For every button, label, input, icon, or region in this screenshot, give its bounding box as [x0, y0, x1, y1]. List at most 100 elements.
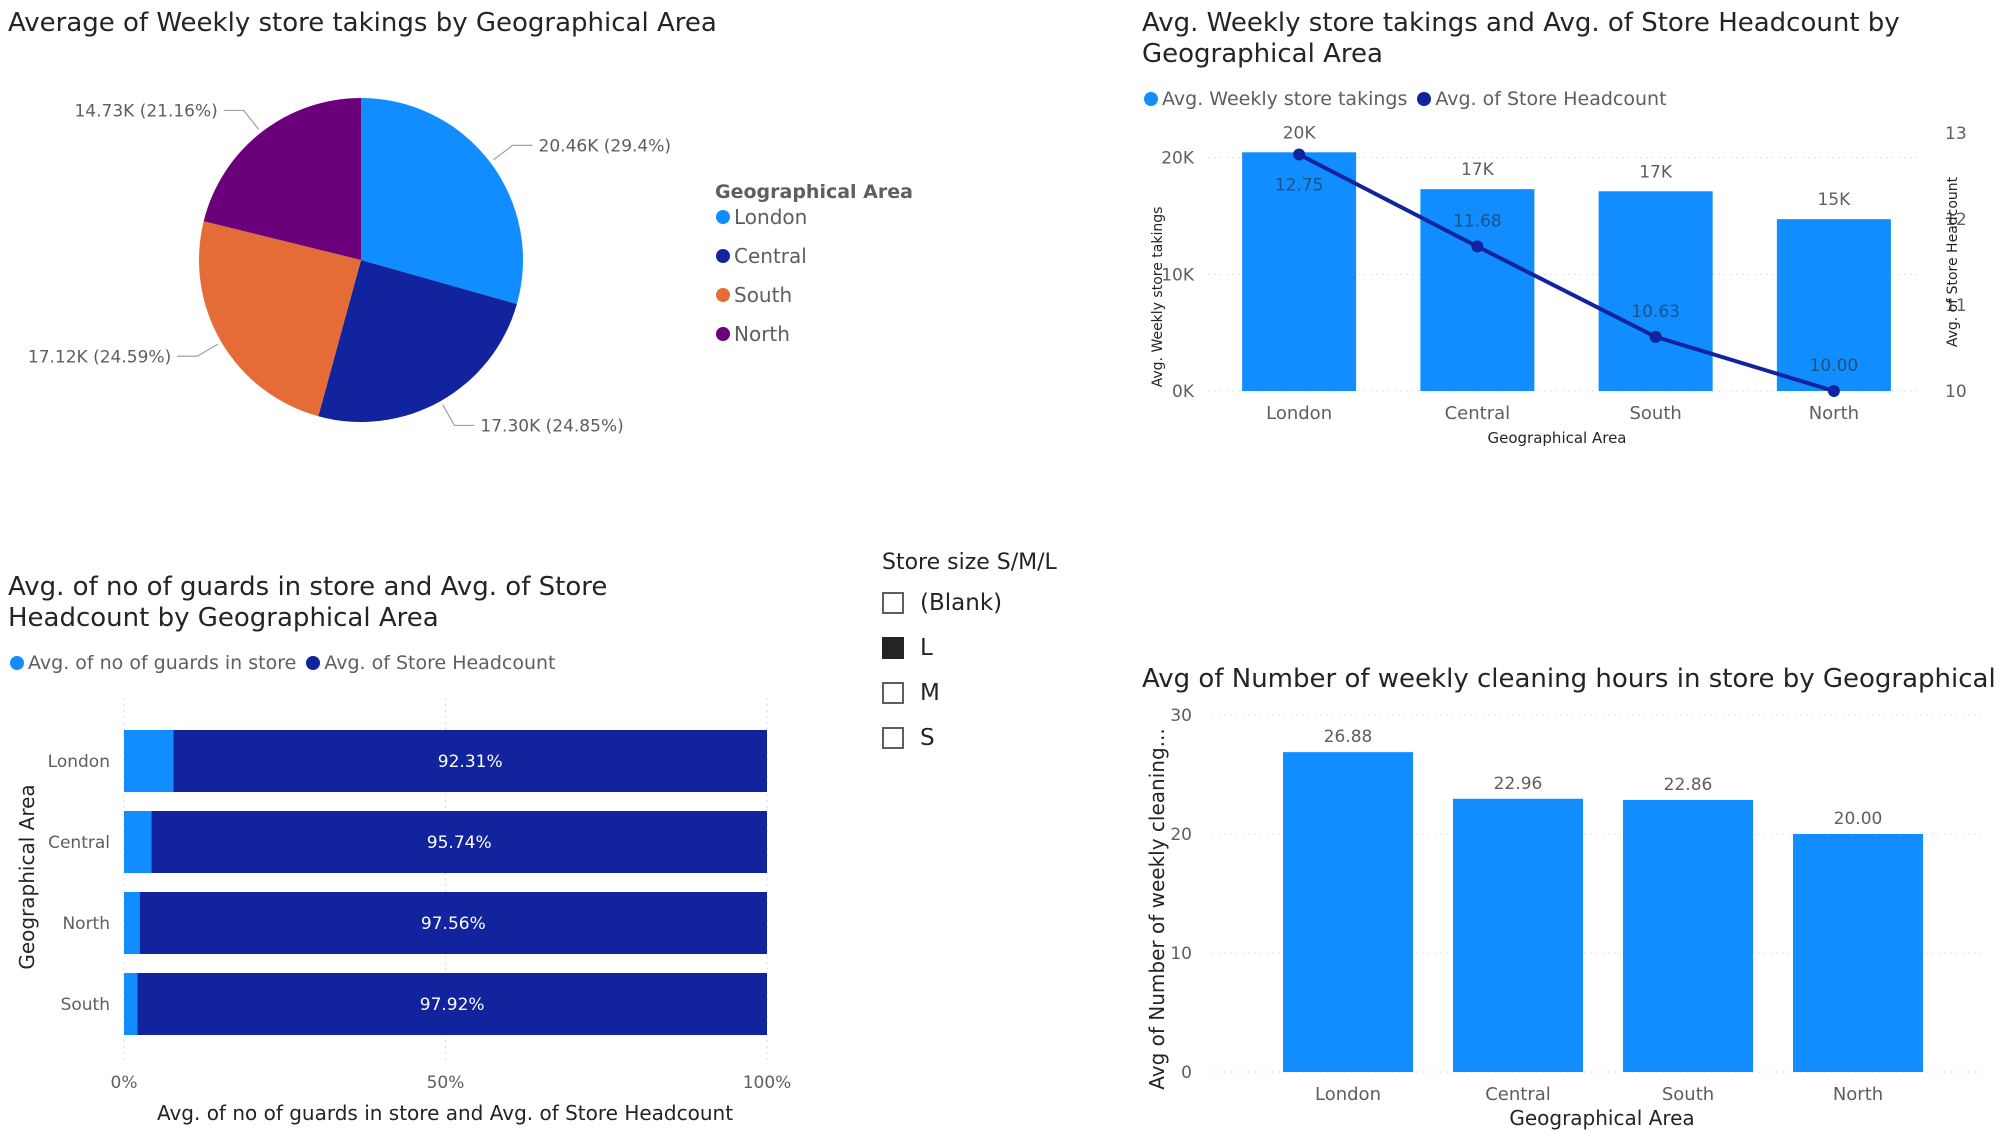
- checkbox-l[interactable]: [882, 637, 904, 659]
- combo-bar-label-london: 20K: [1283, 123, 1317, 143]
- pie-leader-north: [223, 109, 260, 130]
- combo-line-point-london: [1293, 148, 1306, 161]
- stacked-y-tick-south: South: [61, 995, 110, 1015]
- cleaning-bar-central: [1453, 798, 1583, 1072]
- combo-y2-axis-title: Avg. of Store Headcount: [1945, 176, 1961, 347]
- stacked-bar-guards-north: [124, 892, 140, 954]
- pie-leader-south: [177, 343, 219, 357]
- legend-dot-guards: [10, 656, 24, 670]
- slicer-label-blank: (Blank): [920, 590, 1003, 616]
- cleaning-bar-label-north: 20.00: [1834, 809, 1883, 829]
- pie-legend-title: Geographical Area: [715, 181, 913, 203]
- pie-data-label-north: 14.73K (21.16%): [74, 101, 217, 121]
- combo-x-axis-title: Geographical Area: [1488, 429, 1627, 447]
- combo-bar-central: [1420, 189, 1535, 391]
- combo-x-tick-north: North: [1809, 403, 1859, 424]
- slicer-label-l: L: [920, 635, 933, 661]
- stacked-bar-headcount-north: [139, 892, 767, 954]
- cleaning-x-tick-central: Central: [1485, 1084, 1551, 1105]
- stacked-x-tick: 50%: [427, 1073, 465, 1093]
- stacked-bar-headcount-central: [151, 811, 768, 873]
- combo-y2-tick: 13: [1945, 124, 1967, 144]
- stacked-bar-guards-central: [124, 811, 152, 873]
- combo-line-label-london: 12.75: [1275, 176, 1324, 196]
- combo-bar-label-north: 15K: [1817, 190, 1851, 210]
- store-size-slicer: Store size S/M/L (Blank) L M S: [882, 550, 1082, 770]
- cleaning-x-axis-title: Geographical Area: [1509, 1106, 1694, 1130]
- combo-y-tick: 20K: [1161, 149, 1195, 169]
- checkbox-s[interactable]: [882, 727, 904, 749]
- combo-headcount-line: [1298, 152, 1835, 393]
- combo-bar-north: [1776, 219, 1891, 391]
- stacked-y-tick-central: Central: [48, 833, 110, 853]
- combo-line-label-central: 11.68: [1453, 212, 1502, 232]
- pie-leader-london: [493, 144, 533, 161]
- cleaning-title: Avg of Number of weekly cleaning hours i…: [1142, 664, 2000, 694]
- cleaning-bar-label-london: 26.88: [1324, 727, 1373, 747]
- cleaning-bar-label-south: 22.86: [1664, 775, 1713, 795]
- combo-line-point-central: [1471, 240, 1484, 253]
- cleaning-bar-south: [1623, 799, 1753, 1072]
- stacked-x-axis-title: Avg. of no of guards in store and Avg. o…: [157, 1101, 733, 1125]
- stacked-bar-label-south: 97.92%: [420, 995, 485, 1015]
- combo-y2-tick: 12: [1945, 210, 1967, 230]
- pie-slice-south: [198, 221, 361, 417]
- slicer-label-m: M: [920, 680, 940, 706]
- cleaning-x-tick-london: London: [1315, 1084, 1381, 1105]
- combo-line-point-south: [1649, 330, 1662, 343]
- combo-y2-tick: 10: [1945, 382, 1967, 402]
- pie-slice-central: [318, 260, 517, 422]
- slicer-item-m[interactable]: M: [882, 680, 940, 706]
- pie-slice-north: [203, 98, 361, 260]
- slicer-item-s[interactable]: S: [882, 725, 935, 751]
- cleaning-bar-north: [1793, 834, 1923, 1072]
- stacked-bar-label-london: 92.31%: [438, 752, 503, 772]
- stacked-legend: Avg. of no of guards in store Avg. of St…: [10, 652, 556, 674]
- pie-chart: 20.46K (29.4%) 17.30K (24.85%) 17.12K (24.…: [28, 98, 913, 436]
- pie-legend-dot-south: [716, 288, 730, 302]
- combo-x-tick-central: Central: [1445, 403, 1511, 424]
- pie-legend-dot-central: [716, 249, 730, 263]
- pie-legend-label-london: London: [734, 205, 807, 229]
- slicer-label-s: S: [920, 725, 935, 751]
- cleaning-y-tick: 30: [1170, 706, 1192, 726]
- stacked-visual: Avg. of no of guards in store and Avg. o…: [8, 572, 838, 1137]
- combo-bar-label-central: 17K: [1461, 160, 1495, 180]
- combo-y-tick: 10K: [1161, 265, 1195, 285]
- cleaning-x-tick-south: South: [1662, 1084, 1714, 1105]
- cleaning-y-tick: 10: [1170, 944, 1192, 964]
- combo-line-label-south: 10.63: [1631, 302, 1680, 322]
- legend-label-headcount: Avg. of Store Headcount: [1435, 88, 1667, 110]
- stacked-bar-headcount-london: [173, 730, 767, 792]
- cleaning-y-tick: 20: [1170, 825, 1192, 845]
- stacked-bar-guards-south: [124, 973, 138, 1035]
- combo-chart: 0K 10K 20K 10 11 12 13 Avg. Weekly store taking…: [1150, 123, 1967, 447]
- pie-data-label-south: 17.12K (24.59%): [28, 347, 171, 367]
- stacked-x-tick: 0%: [111, 1073, 138, 1093]
- cleaning-visual: Avg of Number of weekly cleaning hours i…: [1142, 664, 2000, 1137]
- combo-x-tick-south: South: [1629, 403, 1681, 424]
- checkbox-blank[interactable]: [882, 592, 904, 614]
- slicer-item-l[interactable]: L: [882, 635, 933, 661]
- combo-visual: Avg. Weekly store takings and Avg. of St…: [1142, 8, 1992, 458]
- stacked-bar-chart: 0% 50% 100% Avg. of no of guards in store a…: [15, 698, 791, 1125]
- checkbox-m[interactable]: [882, 682, 904, 704]
- stacked-y-tick-north: North: [62, 914, 110, 934]
- stacked-bar-label-north: 97.56%: [421, 914, 486, 934]
- cleaning-bar-london: [1283, 752, 1413, 1072]
- stacked-bar-label-central: 95.74%: [427, 833, 492, 853]
- legend-label-guards: Avg. of no of guards in store: [28, 652, 297, 674]
- combo-line-point-north: [1827, 385, 1840, 397]
- cleaning-bar-label-central: 22.96: [1494, 774, 1543, 794]
- pie-title: Average of Weekly store takings by Geogr…: [8, 8, 717, 38]
- slicer-title: Store size S/M/L: [882, 550, 1057, 575]
- pie-data-label-central: 17.30K (24.85%): [480, 416, 623, 436]
- stacked-bar-headcount-south: [137, 973, 768, 1035]
- stacked-y-tick-london: London: [48, 752, 110, 772]
- slicer-item-blank[interactable]: (Blank): [882, 590, 1002, 616]
- pie-legend-dot-london: [716, 210, 730, 224]
- legend-dot-takings: [1144, 92, 1158, 106]
- cleaning-y-tick: 0: [1181, 1063, 1192, 1083]
- combo-y2-tick: 11: [1945, 296, 1967, 316]
